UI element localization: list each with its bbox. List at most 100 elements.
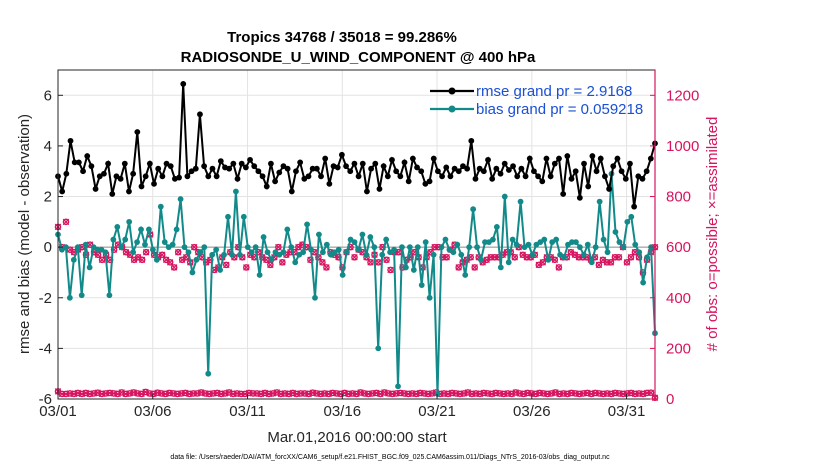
rmse-point: [418, 168, 425, 175]
obs-possible-cross: [595, 261, 603, 269]
rmse-point: [543, 155, 550, 162]
obs-possible-point: [455, 264, 462, 271]
rmse-point: [468, 137, 475, 144]
rmse-point: [351, 160, 358, 167]
obs-possible-point: [555, 264, 563, 271]
obs-possible-circle: [110, 246, 118, 253]
bias-point: [102, 249, 109, 256]
obs-possible-point: [94, 251, 102, 259]
obs-possible-point: [62, 218, 70, 226]
bias-point: [264, 249, 271, 256]
bias-point: [201, 244, 208, 251]
bias-point: [458, 251, 465, 258]
rmse-point: [439, 173, 445, 180]
obs-possible-circle: [367, 259, 374, 266]
obs-possible-circle: [503, 248, 511, 256]
obs-possible-circle: [383, 256, 390, 264]
rmse-point: [109, 191, 116, 197]
rmse-point: [209, 165, 216, 172]
obs-assimilated-circle: [301, 390, 309, 397]
obs-possible-circle: [275, 243, 282, 251]
bias-point: [545, 256, 552, 263]
rmse-point: [96, 173, 103, 180]
obs-possible-cross: [174, 248, 182, 256]
bias-point: [462, 272, 469, 278]
bias-point: [375, 345, 382, 352]
bias-point: [221, 251, 227, 258]
obs-possible-circle: [555, 264, 563, 271]
y-left-tick-label: 2: [44, 189, 52, 206]
rmse-point: [138, 183, 145, 190]
rmse-point: [230, 160, 237, 167]
rmse-point: [643, 168, 650, 175]
y-right-tick-label: 400: [666, 290, 691, 307]
rmse-series: [55, 81, 658, 210]
obs-assimilated-circle: [424, 390, 432, 398]
bias-point: [86, 264, 93, 271]
obs-possible-circle: [142, 248, 150, 256]
obs-assimilated-circle: [392, 390, 400, 397]
obs-possible-cross: [191, 243, 198, 251]
obs-possible-cross: [551, 256, 559, 264]
bias-point: [63, 244, 69, 251]
rmse-point: [376, 186, 383, 192]
bias-point: [209, 251, 216, 258]
rmse-point: [581, 160, 587, 167]
bias-point: [213, 246, 220, 253]
y-left-tick-label: -4: [39, 340, 52, 357]
obs-assimilated-circle: [245, 389, 253, 397]
rmse-point: [142, 173, 149, 180]
bias-point: [493, 224, 500, 230]
bias-point: [517, 198, 524, 205]
rmse-point: [71, 159, 78, 166]
bias-point: [379, 251, 386, 258]
bias-point: [161, 239, 168, 245]
rmse-point: [647, 155, 654, 162]
rmse-point: [121, 160, 128, 167]
bias-point: [584, 241, 591, 248]
rmse-point: [217, 158, 224, 165]
bias-point: [244, 244, 251, 251]
obs-assimilated-circle: [317, 390, 324, 398]
rmse-point: [610, 163, 617, 170]
obs-assimilated-circle: [201, 390, 209, 397]
rmse-point: [309, 165, 316, 172]
bias-point: [403, 264, 409, 271]
rmse-point: [322, 155, 329, 162]
y-right-tick-label: 1200: [666, 87, 699, 104]
obs-assimilated-circle: [321, 390, 328, 397]
rmse-point: [251, 163, 258, 170]
y-right-tick-label: 1000: [666, 138, 699, 155]
x-tick-label: 03/16: [324, 403, 362, 420]
obs-possible-point: [375, 259, 382, 266]
rmse-point: [405, 178, 412, 185]
obs-possible-circle: [611, 253, 619, 261]
legend: rmse grand pr = 2.9168 bias grand pr = 0…: [430, 83, 643, 118]
y-left-tick-label: 4: [44, 138, 52, 155]
obs-possible-point: [511, 253, 519, 261]
bias-point: [422, 239, 429, 245]
rmse-point: [242, 164, 249, 171]
bias-point: [233, 188, 239, 195]
rmse-point: [347, 168, 354, 175]
obs-assimilated-circle: [603, 390, 611, 397]
rmse-point: [380, 163, 387, 170]
bias-point: [395, 383, 401, 390]
rmse-point: [639, 175, 646, 182]
obs-assimilated-circle: [480, 389, 488, 397]
obs-assimilated-circle: [158, 390, 165, 397]
obs-possible-circle: [471, 264, 478, 271]
rmse-point: [263, 183, 270, 190]
bias-point: [620, 244, 627, 251]
bias-point: [70, 256, 77, 263]
rmse-point: [597, 155, 604, 162]
obs-possible-circle: [595, 261, 603, 269]
obs-assimilated-circle: [468, 390, 476, 398]
y-axis-right-label: # of obs: o=possible; ×=assimilated: [704, 117, 721, 352]
obs-possible-point: [138, 256, 146, 264]
obs-possible-cross: [279, 259, 286, 266]
bias-point: [308, 246, 314, 253]
obs-assimilated-circle: [102, 390, 110, 397]
rmse-point: [163, 160, 170, 167]
